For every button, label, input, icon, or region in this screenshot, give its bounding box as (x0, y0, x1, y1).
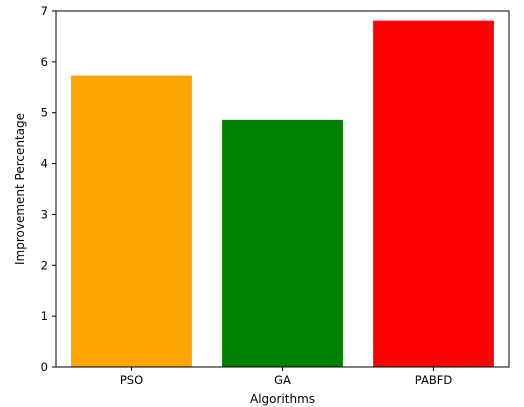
y-tick-label: 5 (41, 106, 48, 120)
bars-group (71, 20, 494, 368)
x-tick-label-pabfd: PABFD (415, 373, 453, 387)
plot-frame (55, 10, 510, 368)
y-tick-label: 3 (41, 207, 48, 221)
y-axis-ticks: 0 1 2 3 4 5 6 7 (41, 4, 56, 374)
x-axis-label: Algorithms (250, 392, 315, 406)
bar-ga (222, 119, 343, 367)
y-tick-label: 2 (41, 258, 48, 272)
bar-pso (71, 75, 192, 368)
x-tick-label-ga: GA (274, 373, 291, 387)
y-tick-label: 4 (41, 157, 48, 171)
bar-pabfd (373, 20, 494, 368)
x-tick-label-pso: PSO (120, 373, 143, 387)
y-tick-label: 7 (41, 4, 48, 18)
y-tick-label: 1 (41, 309, 48, 323)
y-axis-label: Improvement Percentage (13, 113, 27, 265)
y-tick-label: 6 (41, 55, 48, 69)
x-axis-ticks: PSO GA PABFD (120, 367, 453, 387)
y-tick-label: 0 (41, 360, 48, 374)
